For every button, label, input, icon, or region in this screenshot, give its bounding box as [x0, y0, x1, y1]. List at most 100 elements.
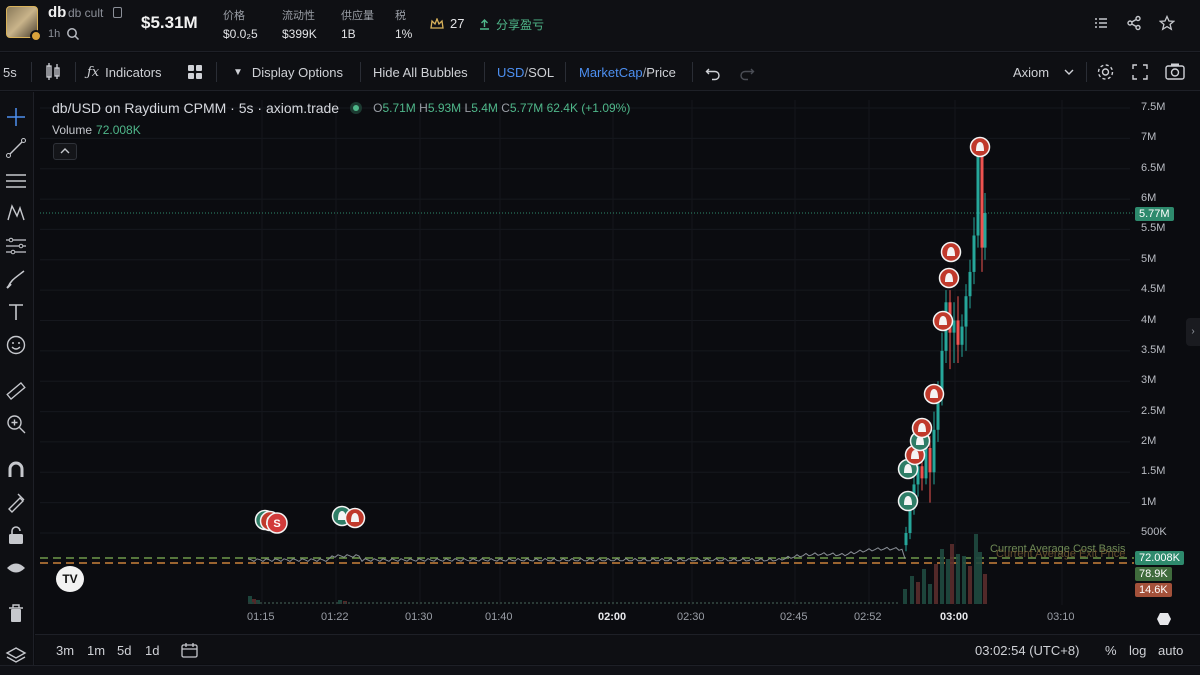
- stat-value: 1%: [395, 27, 413, 41]
- ohlc-c-label: C: [501, 101, 510, 115]
- eye-icon[interactable]: [5, 557, 27, 579]
- range-1d[interactable]: 1d: [145, 643, 160, 658]
- price-chart[interactable]: S: [35, 92, 1185, 632]
- stat-label: 价格: [223, 10, 245, 22]
- volume-bar: [792, 602, 794, 604]
- draw-lock-pencil-icon[interactable]: [5, 491, 27, 513]
- text-tool-icon[interactable]: [5, 301, 27, 323]
- percent-toggle[interactable]: %: [1105, 643, 1117, 658]
- indicators-button[interactable]: ƒx Indicators: [87, 53, 162, 91]
- layers-icon[interactable]: [5, 645, 27, 667]
- volume-bar: [712, 602, 714, 604]
- sell-bubble: [344, 507, 366, 529]
- ohlc-close: 5.77M: [509, 101, 544, 115]
- auto-toggle[interactable]: auto: [1158, 643, 1184, 658]
- volume-bar: [320, 602, 322, 604]
- source-selector[interactable]: Axiom: [1013, 53, 1074, 91]
- volume-bar: [428, 602, 430, 604]
- volume-bar: [308, 602, 310, 604]
- volume-bar: [664, 602, 666, 604]
- date-range-icon[interactable]: [180, 642, 200, 659]
- log-toggle[interactable]: log: [1129, 643, 1147, 658]
- volume-bar: [676, 602, 678, 604]
- share-icon[interactable]: [1126, 15, 1142, 31]
- zoom-in-icon[interactable]: [5, 413, 27, 435]
- layout-grid-icon[interactable]: [187, 53, 203, 91]
- undo-icon[interactable]: [705, 53, 721, 91]
- tradingview-logo[interactable]: TV: [56, 566, 84, 592]
- trend-line-icon[interactable]: [5, 137, 27, 159]
- volume-bar: [476, 602, 478, 604]
- share-pnl-button[interactable]: 分享盈亏: [478, 16, 544, 33]
- trash-icon[interactable]: [5, 602, 27, 624]
- volume-bar: [724, 602, 726, 604]
- token-avatar[interactable]: [6, 6, 38, 38]
- fib-retracement-icon[interactable]: [5, 170, 27, 192]
- volume-bar: [252, 599, 256, 604]
- right-panel-toggle[interactable]: ›: [1186, 318, 1200, 346]
- candle-body: [960, 326, 964, 345]
- y-tick-label: 4M: [1141, 313, 1157, 326]
- stat-supply: 供应量 1B: [341, 7, 374, 41]
- brush-icon[interactable]: [5, 268, 27, 290]
- volume-bar: [360, 602, 362, 604]
- volume-bar: [728, 602, 730, 604]
- range-3m[interactable]: 3m: [56, 643, 75, 658]
- volume-bar: [604, 602, 606, 604]
- scroll-to-latest-icon[interactable]: [1156, 612, 1172, 626]
- volume-bar: [468, 602, 470, 604]
- crosshair-icon[interactable]: [5, 106, 27, 128]
- emoji-icon[interactable]: [5, 334, 27, 356]
- sell-bubble: [923, 383, 945, 405]
- volume-bar: [288, 602, 290, 604]
- volume-bar: [660, 602, 662, 604]
- volume-bar: [780, 602, 782, 604]
- list-icon[interactable]: [1093, 15, 1109, 31]
- star-icon[interactable]: [1159, 15, 1175, 31]
- candle-type-icon[interactable]: [44, 53, 62, 91]
- stat-label: 流动性: [282, 10, 315, 22]
- projection-icon[interactable]: [5, 235, 27, 257]
- volume-bar: [668, 602, 670, 604]
- fullscreen-icon[interactable]: [1131, 53, 1149, 91]
- volume-bar: [504, 602, 506, 604]
- volume-bar: [910, 576, 914, 604]
- mode-toggle[interactable]: MarketCap / Price: [579, 53, 676, 91]
- camera-icon[interactable]: [1164, 53, 1186, 91]
- volume-bar: [348, 602, 350, 604]
- lock-icon[interactable]: [5, 524, 27, 546]
- volume-bar: [848, 602, 850, 604]
- magnet-icon[interactable]: [5, 459, 27, 481]
- volume-bar: [436, 602, 438, 604]
- pattern-icon[interactable]: [5, 202, 27, 224]
- copy-icon[interactable]: [113, 7, 122, 18]
- interval-selector[interactable]: 5s: [3, 64, 17, 80]
- range-5d[interactable]: 5d: [117, 643, 132, 658]
- ruler-icon[interactable]: [5, 380, 27, 402]
- currency-toggle[interactable]: USD / SOL: [497, 53, 554, 91]
- volume-bar: [376, 602, 378, 604]
- settings-gear-icon[interactable]: [1096, 53, 1115, 91]
- redo-icon[interactable]: [739, 53, 755, 91]
- cost-basis-label: Current Average Cost Basis: [990, 543, 1126, 555]
- volume-bar: [856, 602, 858, 604]
- volume-bar: [772, 602, 774, 604]
- holders-count[interactable]: 27: [430, 16, 464, 31]
- volume-bar: [300, 602, 302, 604]
- ohlc-low: 5.4M: [471, 101, 498, 115]
- display-options-button[interactable]: ▼ Display Options: [233, 53, 343, 91]
- sell-bubble: [940, 241, 962, 263]
- volume-bar: [708, 602, 710, 604]
- y-tick-label: 1.5M: [1141, 465, 1166, 478]
- volume-bar: [632, 602, 634, 604]
- volume-bar: [296, 602, 298, 604]
- clock[interactable]: 03:02:54 (UTC+8): [975, 643, 1080, 658]
- volume-bar: [732, 602, 734, 604]
- search-icon[interactable]: [66, 27, 80, 41]
- hide-bubbles-button[interactable]: Hide All Bubbles: [373, 64, 468, 80]
- range-1m[interactable]: 1m: [87, 643, 106, 658]
- volume-bar: [312, 602, 314, 604]
- collapse-legend-button[interactable]: [53, 143, 77, 160]
- volume-bar: [636, 602, 638, 604]
- volume-bar: [640, 602, 642, 604]
